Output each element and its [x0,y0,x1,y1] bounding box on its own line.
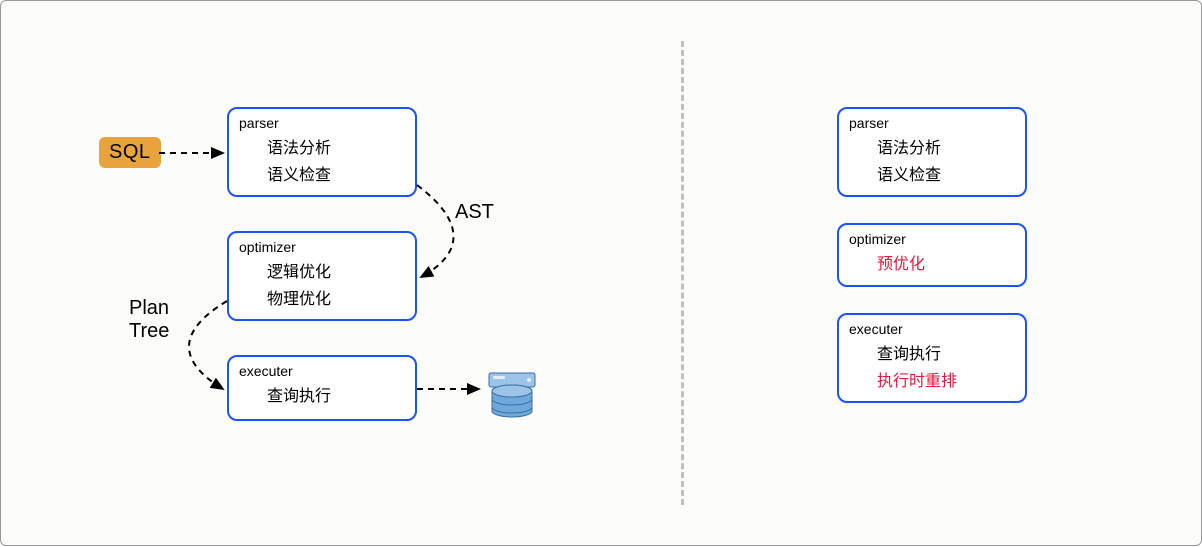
right-executer-line-1: 执行时重排 [849,368,1015,395]
right-parser-line-1: 语义检查 [849,162,1015,189]
left-optimizer-line-0: 逻辑优化 [239,259,405,286]
label-plan-tree: Plan Tree [129,297,169,343]
left-parser-line-0: 语法分析 [239,135,405,162]
label-ast: AST [455,201,494,224]
database-icon [485,371,539,419]
left-parser-box: parser 语法分析 语义检查 [227,107,417,197]
right-parser-line-0: 语法分析 [849,135,1015,162]
left-executer-line-0: 查询执行 [239,383,405,410]
label-plan-line2: Tree [129,320,169,342]
sql-tag-text: SQL [109,141,151,163]
vertical-divider [681,41,684,505]
right-executer-line-0: 查询执行 [849,341,1015,368]
label-plan-line1: Plan [129,297,169,319]
right-optimizer-line-0: 预优化 [849,251,1015,278]
left-parser-title: parser [239,115,405,131]
sql-tag: SQL [99,137,161,168]
right-executer-box: executer 查询执行 执行时重排 [837,313,1027,403]
left-optimizer-box: optimizer 逻辑优化 物理优化 [227,231,417,321]
right-parser-box: parser 语法分析 语义检查 [837,107,1027,197]
left-optimizer-title: optimizer [239,239,405,255]
right-executer-title: executer [849,321,1015,337]
diagram-canvas: SQL parser 语法分析 语义检查 optimizer 逻辑优化 物理优化… [0,0,1202,546]
arrow-optimizer-to-executer [189,301,227,389]
arrow-parser-to-optimizer [417,185,454,277]
left-optimizer-line-1: 物理优化 [239,286,405,313]
left-executer-box: executer 查询执行 [227,355,417,421]
right-optimizer-box: optimizer 预优化 [837,223,1027,287]
right-parser-title: parser [849,115,1015,131]
left-executer-title: executer [239,363,405,379]
left-parser-line-1: 语义检查 [239,162,405,189]
right-optimizer-title: optimizer [849,231,1015,247]
